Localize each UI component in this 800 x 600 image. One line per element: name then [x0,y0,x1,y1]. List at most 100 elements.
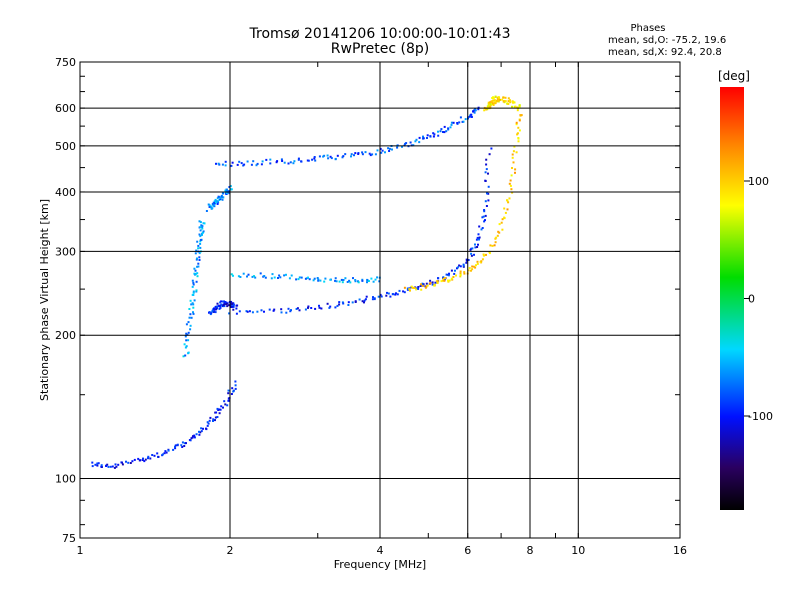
echo-point-1 [199,246,202,249]
echo-point-6 [488,101,491,104]
echo-point-3 [478,236,481,239]
echo-point-6 [501,98,504,101]
echo-point-8 [361,278,364,281]
echo-point-4 [493,244,496,247]
echo-point-8 [354,280,357,283]
echo-point-5 [255,164,258,167]
echo-point-8 [277,277,279,279]
echo-point-4 [412,286,415,289]
echo-point-5 [376,149,379,152]
echo-point-8 [361,279,364,282]
echo-point-0 [180,444,183,447]
echo-point-5 [380,151,383,154]
echo-point-6 [492,102,495,105]
echo-point-0 [214,419,216,422]
echo-point-3 [448,272,450,275]
echo-point-4 [436,282,439,284]
echo-point-4 [514,168,517,171]
echo-point-4 [515,121,518,124]
echo-point-8 [278,274,281,277]
echo-point-3 [251,311,254,314]
echo-point-2 [230,306,233,308]
x-tick-label: 16 [673,544,687,557]
echo-point-4 [496,234,499,237]
echo-point-3 [328,306,331,309]
echo-point-3 [235,312,238,315]
echo-point-1 [187,321,190,324]
echo-point-1 [189,299,192,302]
echo-point-8 [242,272,245,275]
echo-point-5 [289,161,292,164]
echo-point-5 [473,111,476,114]
echo-point-8 [298,276,301,279]
echo-point-8 [230,273,233,276]
echo-point-5 [426,137,428,139]
echo-point-8 [283,274,286,277]
echo-point-4 [494,241,497,244]
echo-point-2 [230,300,233,303]
echo-point-0 [143,460,146,463]
echo-point-0 [113,466,116,469]
echo-point-1 [191,302,194,305]
echo-point-2 [224,303,226,305]
phase-stats-o: mean, sd,O: -75.2, 19.6 [608,35,726,46]
echo-point-0 [228,399,231,402]
echo-point-4 [517,137,520,140]
echo-point-8 [271,273,274,276]
echo-point-3 [425,282,428,285]
echo-point-4 [518,129,521,132]
echo-point-1 [184,354,187,357]
echo-point-0 [191,436,194,439]
echo-point-5 [387,147,390,150]
echo-point-8 [370,277,373,280]
echo-point-5 [269,162,272,165]
echo-point-1 [188,316,191,319]
echo-point-5 [256,162,259,165]
echo-point-4 [489,244,492,247]
echo-point-3 [467,259,470,261]
echo-point-5 [326,154,329,157]
echo-point-3 [296,307,299,310]
echo-point-3 [377,295,380,298]
echo-point-1 [193,272,196,275]
echo-point-5 [426,134,429,137]
echo-point-5 [447,127,450,130]
echo-point-1 [191,285,194,288]
axes: 1 2 4 6 8 10 16 75 100 200 300 400 500 600 750 [55,56,687,557]
echo-point-5 [240,162,243,165]
echo-point-0 [200,430,203,433]
echo-point-1 [198,256,201,259]
echo-point-1 [195,289,198,292]
echo-point-3 [395,292,397,295]
echo-point-1 [196,240,199,243]
echo-point-4 [455,274,457,277]
echo-point-0 [181,446,184,448]
echo-point-4 [415,288,418,291]
echo-point-8 [297,278,300,281]
echo-point-3 [422,283,425,286]
echo-point-3 [482,215,485,218]
echo-point-2 [225,303,228,305]
echo-point-4 [506,199,508,202]
echo-point-5 [422,137,425,140]
echo-point-3 [434,281,437,284]
echo-point-3 [443,278,446,281]
echo-point-5 [467,116,470,119]
echo-point-4 [421,284,424,287]
echo-point-0 [224,403,227,406]
echo-point-1 [192,281,195,284]
echo-point-3 [429,279,432,282]
echo-point-0 [133,458,136,461]
echo-point-3 [372,296,374,299]
echo-point-8 [346,281,349,283]
echo-point-1 [198,252,201,255]
echo-point-8 [290,274,293,277]
echo-point-0 [217,409,220,411]
echo-point-0 [105,465,108,467]
echo-point-4 [409,289,411,292]
echo-point-4 [520,114,523,117]
echo-point-4 [442,277,445,280]
echo-point-1 [195,280,198,283]
echo-point-7 [216,203,219,205]
echo-point-8 [237,275,240,278]
